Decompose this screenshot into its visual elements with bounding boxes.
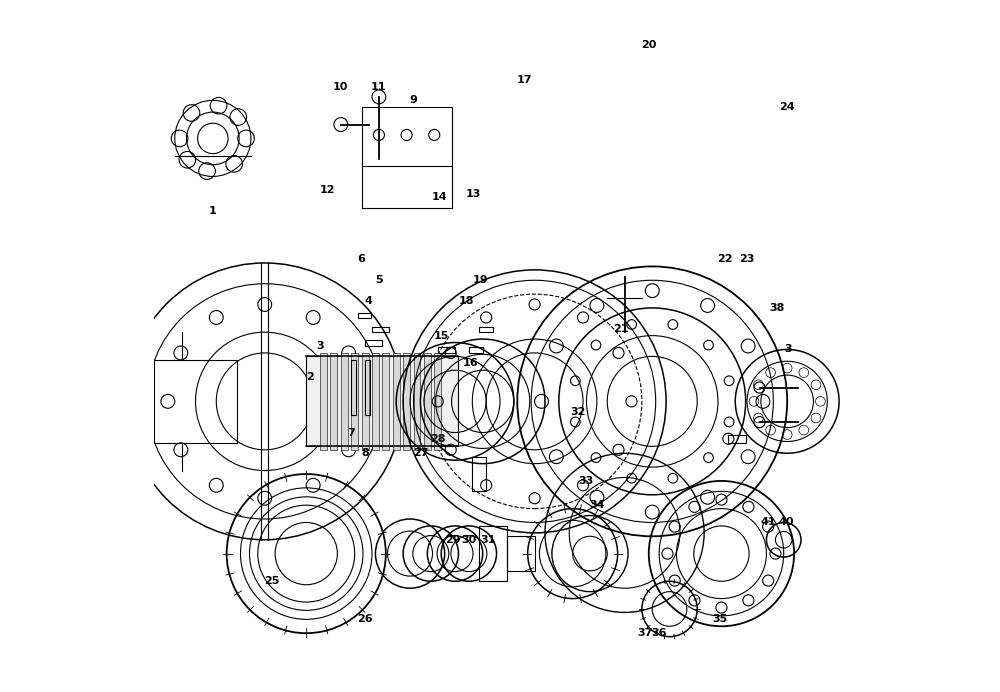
Bar	[479, 327, 493, 332]
Text: 37: 37	[638, 628, 653, 638]
Bar	[306, 356, 458, 446]
Text: 21: 21	[613, 324, 629, 334]
Text: 12: 12	[319, 185, 335, 195]
Text: 28: 28	[430, 435, 445, 444]
Text: 2: 2	[306, 372, 314, 382]
Bar	[341, 353, 348, 450]
Text: 20: 20	[641, 40, 656, 50]
Bar	[469, 347, 483, 353]
Text: 36: 36	[651, 628, 667, 638]
Text: 23: 23	[739, 255, 755, 264]
Text: 25: 25	[264, 576, 279, 586]
Text: 4: 4	[365, 296, 372, 306]
Text: 11: 11	[371, 82, 387, 91]
Bar	[351, 353, 358, 450]
Text: 30: 30	[461, 535, 476, 545]
Bar	[358, 313, 371, 318]
Bar	[403, 353, 410, 450]
Text: 3: 3	[784, 345, 792, 354]
Text: 6: 6	[358, 255, 366, 264]
Text: 38: 38	[769, 303, 784, 313]
Bar	[507, 536, 535, 571]
Bar	[382, 353, 389, 450]
Text: 16: 16	[463, 358, 479, 368]
Bar	[728, 435, 746, 443]
Text: 32: 32	[570, 407, 585, 417]
Text: 14: 14	[431, 192, 447, 202]
Bar	[372, 353, 379, 450]
Text: 26: 26	[357, 614, 373, 624]
Text: 13: 13	[466, 189, 481, 199]
Text: 22: 22	[717, 255, 733, 264]
Text: 7: 7	[347, 428, 355, 437]
Text: 34: 34	[589, 500, 605, 510]
Bar	[330, 353, 337, 450]
Bar	[154, 360, 237, 443]
Bar	[479, 526, 507, 581]
Text: 41: 41	[761, 518, 776, 527]
Text: 33: 33	[578, 476, 593, 486]
Bar	[351, 360, 356, 415]
Bar	[414, 353, 420, 450]
Bar	[320, 353, 327, 450]
Bar	[393, 353, 400, 450]
Bar	[365, 360, 370, 415]
Text: 31: 31	[481, 535, 496, 545]
Bar	[424, 353, 431, 450]
Text: 27: 27	[413, 448, 428, 458]
Bar	[438, 347, 455, 353]
Text: 17: 17	[516, 75, 532, 84]
Text: 35: 35	[712, 614, 728, 624]
Text: 18: 18	[459, 296, 475, 306]
Text: 19: 19	[473, 275, 488, 285]
Bar	[372, 327, 389, 332]
Text: 1: 1	[209, 206, 217, 216]
Bar	[434, 353, 441, 450]
Bar	[362, 353, 369, 450]
Text: 29: 29	[445, 535, 461, 545]
Bar	[365, 340, 382, 346]
Text: 24: 24	[779, 102, 795, 112]
Text: 15: 15	[433, 331, 449, 340]
Text: 8: 8	[361, 448, 369, 458]
Text: 10: 10	[333, 82, 349, 91]
Text: 9: 9	[410, 95, 417, 105]
Text: 40: 40	[778, 518, 794, 527]
Bar	[362, 107, 452, 166]
Bar	[472, 457, 486, 491]
Text: 3: 3	[316, 341, 324, 351]
Text: 5: 5	[375, 275, 383, 285]
